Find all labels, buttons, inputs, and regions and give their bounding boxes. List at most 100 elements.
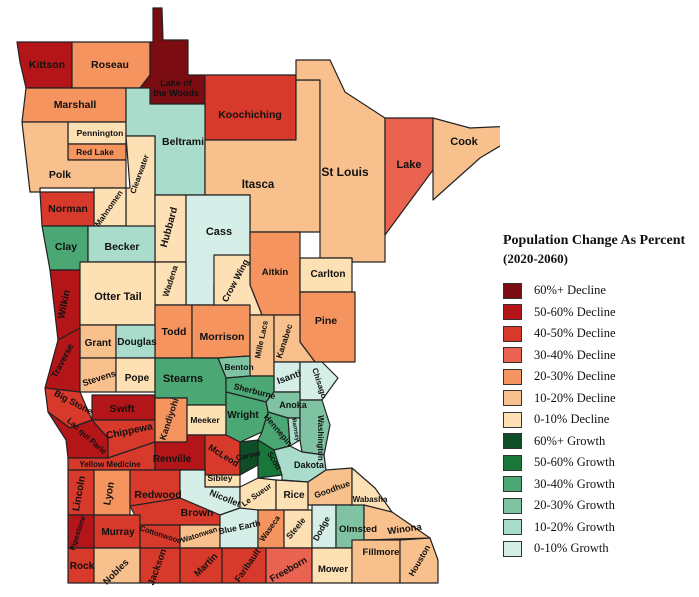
label-cook: Cook xyxy=(450,136,478,148)
county-kanabec xyxy=(273,314,316,363)
label-washington: Washington xyxy=(316,415,325,461)
label-yellow-medicine: Yellow Medicine xyxy=(79,460,141,469)
legend-swatch xyxy=(503,433,522,450)
legend-swatch xyxy=(503,282,522,299)
label-wright: Wright xyxy=(227,410,259,421)
label-morrison: Morrison xyxy=(200,331,245,343)
legend-item: 60%+ Decline xyxy=(503,280,699,302)
label-winona: Winona xyxy=(387,522,423,538)
legend-swatch xyxy=(503,325,522,342)
legend-label: 30-40% Growth xyxy=(534,476,615,491)
label-fillmore: Fillmore xyxy=(363,547,400,558)
legend-item: 20-30% Growth xyxy=(503,495,699,517)
label-aitkin: Aitkin xyxy=(262,267,289,278)
label-sibley: Sibley xyxy=(207,473,232,483)
legend-item: 50-60% Decline xyxy=(503,302,699,324)
label-todd: Todd xyxy=(162,326,187,338)
county-pine xyxy=(299,291,356,363)
label-swift: Swift xyxy=(109,403,135,415)
legend-swatch xyxy=(503,411,522,428)
label-carlton: Carlton xyxy=(311,269,346,280)
label-pine: Pine xyxy=(315,315,337,327)
label-benton: Benton xyxy=(224,362,253,372)
legend-swatch xyxy=(503,497,522,514)
legend: Population Change As Percent (2020-2060)… xyxy=(503,232,699,560)
label-st-louis: St Louis xyxy=(321,165,369,179)
legend-swatch xyxy=(503,368,522,385)
label-mower: Mower xyxy=(318,564,348,575)
legend-label: 10-20% Growth xyxy=(534,519,615,534)
label-kittson: Kittson xyxy=(29,59,65,71)
legend-item: 60%+ Growth xyxy=(503,431,699,453)
label-wabasha: Wabasha xyxy=(353,495,388,504)
legend-label: 20-30% Decline xyxy=(534,369,616,384)
label-itasca: Itasca xyxy=(242,179,275,191)
legend-item: 0-10% Decline xyxy=(503,409,699,431)
label-redwood: Redwood xyxy=(134,489,181,501)
label-norman: Norman xyxy=(48,203,88,215)
legend-item: 0-10% Growth xyxy=(503,538,699,560)
label-douglas: Douglas xyxy=(117,337,157,348)
label-ramsey: Ramsey xyxy=(290,418,300,442)
lake-of-the-woods-word-2: the Woods xyxy=(153,88,199,98)
legend-swatch xyxy=(503,540,522,557)
label-dakota: Dakota xyxy=(294,460,325,470)
legend-item: 30-40% Growth xyxy=(503,474,699,496)
legend-label: 30-40% Decline xyxy=(534,347,616,362)
legend-subtitle: (2020-2060) xyxy=(503,251,568,266)
legend-item: 50-60% Growth xyxy=(503,452,699,474)
legend-label: 20-30% Growth xyxy=(534,498,615,513)
label-clay: Clay xyxy=(55,241,77,253)
legend-label: 0-10% Decline xyxy=(534,412,610,427)
label-renville: Renville xyxy=(153,454,192,465)
label-polk: Polk xyxy=(49,169,71,181)
legend-label: 60%+ Decline xyxy=(534,283,606,298)
label-rock: Rock xyxy=(70,561,95,572)
label-otter-tail: Otter Tail xyxy=(94,291,141,303)
label-beltrami: Beltrami xyxy=(162,136,204,148)
legend-label: 50-60% Growth xyxy=(534,455,615,470)
county-houston xyxy=(399,537,439,584)
legend-swatch xyxy=(503,519,522,536)
label-grant: Grant xyxy=(85,338,112,349)
label-brown: Brown xyxy=(181,507,214,519)
label-rice: Rice xyxy=(283,490,305,501)
legend-items: 60%+ Decline 50-60% Decline 40-50% Decli… xyxy=(503,280,699,560)
legend-item: 20-30% Decline xyxy=(503,366,699,388)
legend-label: 40-50% Decline xyxy=(534,326,616,341)
label-pennington: Pennington xyxy=(77,128,124,138)
label-pope: Pope xyxy=(125,373,150,384)
label-roseau: Roseau xyxy=(91,59,129,71)
legend-swatch xyxy=(503,390,522,407)
legend-item: 40-50% Decline xyxy=(503,323,699,345)
lake-of-the-woods-word-1: Lake of xyxy=(160,78,193,88)
label-olmsted: Olmsted xyxy=(339,524,377,535)
legend-item: 10-20% Decline xyxy=(503,388,699,410)
county-cook xyxy=(432,117,500,201)
label-anoka: Anoka xyxy=(279,400,308,410)
legend-item: 30-40% Decline xyxy=(503,345,699,367)
legend-swatch xyxy=(503,304,522,321)
label-marshall: Marshall xyxy=(54,99,97,111)
label-stearns: Stearns xyxy=(163,373,203,385)
label-murray: Murray xyxy=(101,527,135,538)
label-lake-of-the-woods-line2: the Woods xyxy=(153,88,199,98)
legend-swatch xyxy=(503,476,522,493)
label-becker: Becker xyxy=(104,241,139,253)
minnesota-county-map: Kittson Roseau Lake of the Woods Koochic… xyxy=(16,7,500,587)
legend-swatch xyxy=(503,347,522,364)
label-lake-of-the-woods-line1: Lake of xyxy=(160,78,193,88)
legend-label: 10-20% Decline xyxy=(534,390,616,405)
label-koochiching: Koochiching xyxy=(218,109,282,121)
legend-label: 0-10% Growth xyxy=(534,541,609,556)
legend-swatch xyxy=(503,454,522,471)
label-lyon: Lyon xyxy=(102,481,117,506)
legend-label: 50-60% Decline xyxy=(534,304,616,319)
label-lake: Lake xyxy=(396,159,421,171)
legend-label: 60%+ Growth xyxy=(534,433,606,448)
legend-title: Population Change As Percent xyxy=(503,233,686,248)
county-koochiching xyxy=(204,74,297,141)
county-lake xyxy=(384,117,434,236)
county-scott xyxy=(257,439,283,479)
label-meeker: Meeker xyxy=(190,415,220,425)
